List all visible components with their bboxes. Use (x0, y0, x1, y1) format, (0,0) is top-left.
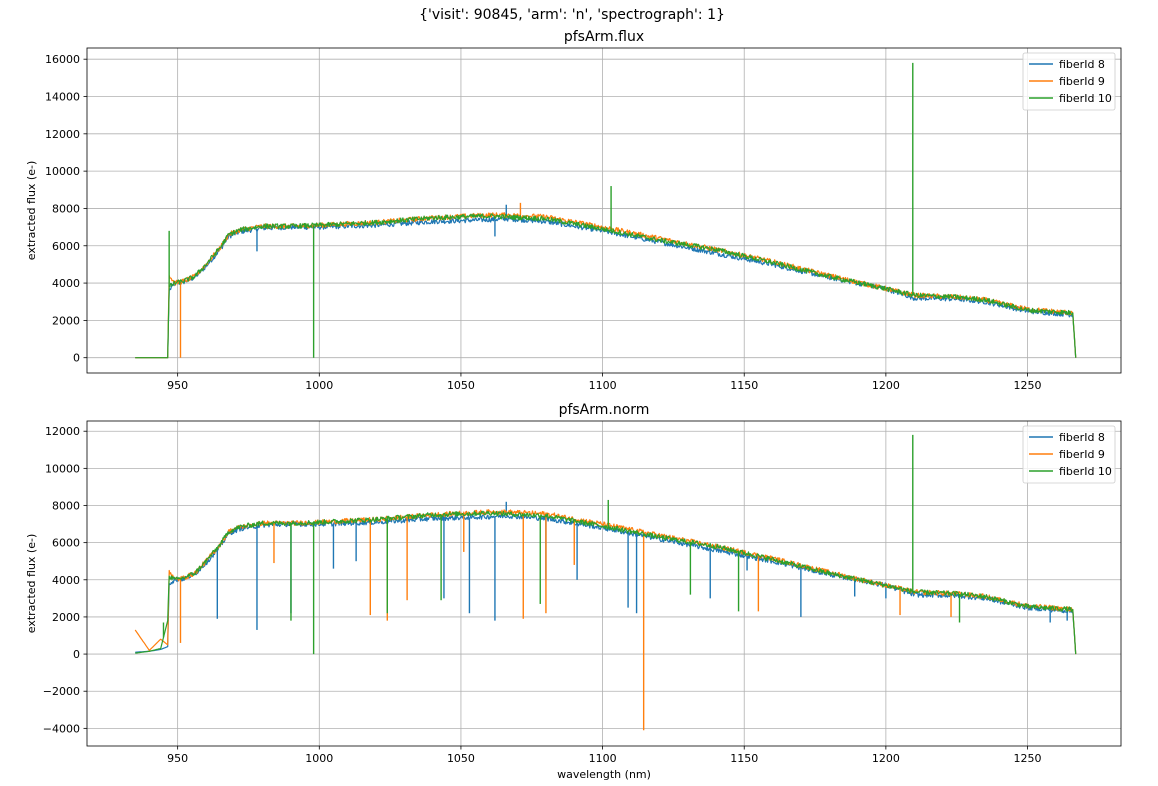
y-tick-label: 4000 (52, 277, 80, 290)
y-axis-label: extracted flux (e-) (25, 161, 38, 261)
y-tick-label: 4000 (52, 574, 80, 587)
legend-label: fiberId 10 (1059, 465, 1112, 478)
legend-label: fiberId 9 (1059, 75, 1105, 88)
x-tick-label: 1150 (730, 379, 758, 392)
panel-flux: 950 1000 1050 1100 1150 1200 1250 0 2000 4000 6000… (25, 29, 1122, 392)
x-tick-label: 1000 (305, 752, 333, 765)
x-tick-label: 1100 (589, 379, 617, 392)
x-tick-label: 1050 (447, 752, 475, 765)
series-line-1 (135, 513, 1077, 655)
series-line-2 (135, 212, 1077, 359)
y-tick-label: 12000 (45, 425, 80, 438)
x-tick-label: 1000 (305, 379, 333, 392)
axes-frame (86, 47, 1122, 374)
y-tick-label: 2000 (52, 314, 80, 327)
series-line-1 (135, 216, 1077, 359)
series-line-2 (134, 509, 1077, 655)
legend: fiberId 8 fiberId 9 fiberId 10 (1022, 425, 1116, 484)
x-tick-label: 1250 (1014, 752, 1042, 765)
y-tick-label: 14000 (45, 91, 80, 104)
x-tick-label: 950 (167, 379, 188, 392)
figure-suptitle: {'visit': 90845, 'arm': 'n', 'spectrogra… (419, 7, 725, 23)
y-tick-label: 10000 (45, 165, 80, 178)
y-tick-label: −2000 (43, 685, 80, 698)
y-tick-label: 8000 (52, 202, 80, 215)
y-tick-label: 16000 (45, 53, 80, 66)
x-tick-label: 1200 (872, 379, 900, 392)
y-tick-label: 0 (73, 352, 80, 365)
axes-frame (86, 420, 1122, 747)
y-axis-label: extracted flux (e-) (25, 534, 38, 634)
legend-box (1022, 52, 1116, 111)
y-tick-label: 6000 (52, 537, 80, 550)
y-tick-label: −4000 (43, 722, 80, 735)
series-line-3 (135, 510, 1077, 655)
legend: fiberId 8 fiberId 9 fiberId 10 (1022, 52, 1116, 111)
x-tick-label: 950 (167, 752, 188, 765)
y-tick-label: 0 (73, 648, 80, 661)
x-tick-label: 1050 (447, 379, 475, 392)
y-tick-label: 6000 (52, 240, 80, 253)
panel-title: pfsArm.norm (559, 402, 650, 418)
y-tick-label: 12000 (45, 128, 80, 141)
legend-label: fiberId 9 (1059, 448, 1105, 461)
x-tick-label: 1100 (589, 752, 617, 765)
panel-title: pfsArm.flux (564, 29, 644, 45)
x-axis-label: wavelength (nm) (557, 768, 651, 781)
x-tick-label: 1200 (872, 752, 900, 765)
y-tick-label: 10000 (45, 462, 80, 475)
y-tick-label: 2000 (52, 611, 80, 624)
legend-label: fiberId 8 (1059, 58, 1105, 71)
legend-box (1022, 425, 1116, 484)
x-tick-label: 1150 (730, 752, 758, 765)
panel-norm: 950 1000 1050 1100 1150 1200 1250 −4000 −2000 0 20… (25, 402, 1122, 781)
y-tick-label: 8000 (52, 500, 80, 513)
legend-label: fiberId 10 (1059, 92, 1112, 105)
series-line-3 (135, 213, 1077, 359)
x-tick-label: 1250 (1014, 379, 1042, 392)
legend-label: fiberId 8 (1059, 431, 1105, 444)
